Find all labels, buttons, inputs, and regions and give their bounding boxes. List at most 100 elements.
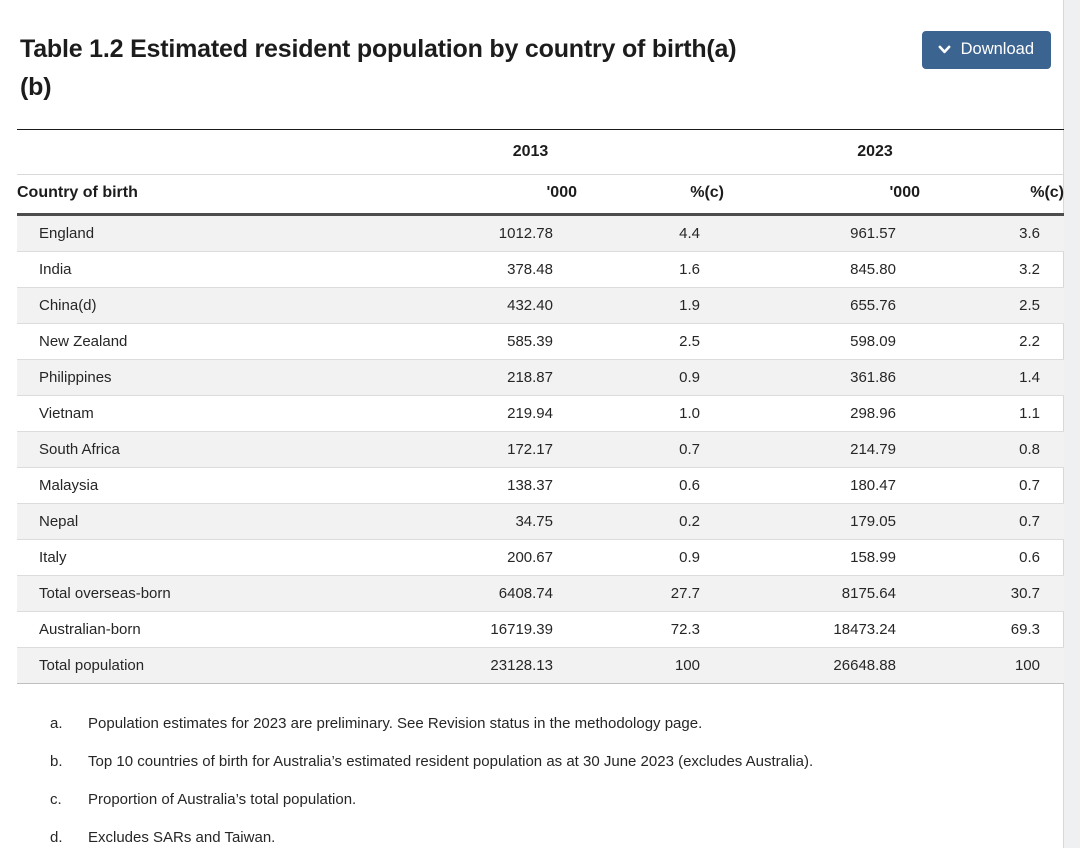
value-2013-000: 219.94: [337, 395, 577, 432]
value-2023-pct: 0.7: [920, 467, 1064, 504]
value-2023-pct: 1.4: [920, 359, 1064, 396]
value-2013-000: 432.40: [337, 287, 577, 324]
table-row: Philippines 218.87 0.9 361.86 1.4: [17, 359, 1064, 396]
table-row: India 378.48 1.6 845.80 3.2: [17, 251, 1064, 288]
value-2013-000: 6408.74: [337, 575, 577, 612]
value-2013-pct: 0.9: [577, 359, 724, 396]
value-2013-pct: 4.4: [577, 214, 724, 252]
footnote-c: c. Proportion of Australia’s total popul…: [50, 790, 1043, 810]
country-cell: Nepal: [17, 503, 337, 540]
value-2013-000: 23128.13: [337, 647, 577, 684]
value-2023-pct: 0.8: [920, 431, 1064, 468]
value-2013-000: 585.39: [337, 323, 577, 360]
value-2023-000: 8175.64: [724, 575, 920, 612]
value-2013-pct: 0.2: [577, 503, 724, 540]
value-2023-000: 298.96: [724, 395, 920, 432]
footnote-text: Excludes SARs and Taiwan.: [88, 829, 276, 846]
empty-header-cell: [17, 129, 337, 175]
value-2013-pct: 72.3: [577, 611, 724, 648]
value-2023-000: 214.79: [724, 431, 920, 468]
country-cell: Malaysia: [17, 467, 337, 504]
value-2013-pct: 1.9: [577, 287, 724, 324]
table-row: South Africa 172.17 0.7 214.79 0.8: [17, 431, 1064, 468]
value-2023-000: 845.80: [724, 251, 920, 288]
value-2013-pct: 1.0: [577, 395, 724, 432]
unit-header-2013-pct: %(c): [577, 174, 724, 216]
value-2013-pct: 100: [577, 647, 724, 684]
value-2013-pct: 2.5: [577, 323, 724, 360]
value-2013-000: 1012.78: [337, 214, 577, 252]
year-header-2013: 2013: [337, 129, 724, 175]
table-row: Malaysia 138.37 0.6 180.47 0.7: [17, 467, 1064, 504]
value-2013-pct: 27.7: [577, 575, 724, 612]
column-header-row: Country of birth '000 %(c) '000 %(c): [17, 174, 1064, 216]
value-2013-000: 16719.39: [337, 611, 577, 648]
footnote-text: Proportion of Australia’s total populati…: [88, 791, 357, 808]
value-2013-000: 34.75: [337, 503, 577, 540]
table-row: Nepal 34.75 0.2 179.05 0.7: [17, 503, 1064, 540]
table-head: 2013 2023 Country of birth '000 %(c) '00…: [17, 129, 1064, 216]
country-cell: South Africa: [17, 431, 337, 468]
value-2013-pct: 0.7: [577, 431, 724, 468]
table-row: England 1012.78 4.4 961.57 3.6: [17, 214, 1064, 252]
unit-header-2023-pct: %(c): [920, 174, 1064, 216]
value-2023-000: 26648.88: [724, 647, 920, 684]
value-2013-000: 218.87: [337, 359, 577, 396]
footnote-a: a. Population estimates for 2023 are pre…: [50, 714, 1043, 734]
value-2013-pct: 1.6: [577, 251, 724, 288]
value-2023-pct: 69.3: [920, 611, 1064, 648]
unit-header-2023-000: '000: [724, 174, 920, 216]
value-2023-pct: 2.5: [920, 287, 1064, 324]
value-2023-pct: 3.2: [920, 251, 1064, 288]
value-2023-000: 655.76: [724, 287, 920, 324]
value-2023-pct: 30.7: [920, 575, 1064, 612]
footnote-text: Population estimates for 2023 are prelim…: [88, 715, 703, 732]
chevron-down-icon: [937, 43, 952, 56]
value-2023-000: 180.47: [724, 467, 920, 504]
value-2023-000: 361.86: [724, 359, 920, 396]
value-2023-pct: 1.1: [920, 395, 1064, 432]
value-2023-000: 158.99: [724, 539, 920, 576]
table-body: England 1012.78 4.4 961.57 3.6 India 378…: [17, 214, 1064, 684]
country-cell: England: [17, 214, 337, 252]
footnote-marker: d.: [50, 829, 63, 846]
value-2013-pct: 0.6: [577, 467, 724, 504]
country-cell: India: [17, 251, 337, 288]
year-header-2023: 2023: [724, 129, 1064, 175]
table-row: Italy 200.67 0.9 158.99 0.6: [17, 539, 1064, 576]
country-cell: China(d): [17, 287, 337, 324]
country-of-birth-header: Country of birth: [17, 174, 337, 216]
footnotes: a. Population estimates for 2023 are pre…: [50, 714, 1043, 848]
footnote-b: b. Top 10 countries of birth for Austral…: [50, 752, 1043, 772]
footnote-marker: c.: [50, 791, 62, 808]
table-row: Total overseas-born 6408.74 27.7 8175.64…: [17, 575, 1064, 612]
country-cell: Italy: [17, 539, 337, 576]
table-row: New Zealand 585.39 2.5 598.09 2.2: [17, 323, 1064, 360]
download-button[interactable]: Download: [921, 31, 1051, 69]
country-cell: Vietnam: [17, 395, 337, 432]
population-table: 2013 2023 Country of birth '000 %(c) '00…: [17, 129, 1064, 684]
value-2023-pct: 100: [920, 647, 1064, 684]
unit-header-2013-000: '000: [337, 174, 577, 216]
year-header-row: 2013 2023: [17, 129, 1064, 175]
country-cell: New Zealand: [17, 323, 337, 360]
page-header: Table 1.2 Estimated resident population …: [0, 0, 1063, 106]
value-2013-000: 172.17: [337, 431, 577, 468]
value-2023-pct: 2.2: [920, 323, 1064, 360]
value-2013-000: 200.67: [337, 539, 577, 576]
page-title: Table 1.2 Estimated resident population …: [20, 30, 737, 106]
page-title-line1: Table 1.2 Estimated resident population …: [20, 35, 737, 63]
table-row: China(d) 432.40 1.9 655.76 2.5: [17, 287, 1064, 324]
footnote-marker: a.: [50, 715, 63, 732]
country-cell: Total overseas-born: [17, 575, 337, 612]
download-button-label: Download: [960, 40, 1034, 58]
table-row: Vietnam 219.94 1.0 298.96 1.1: [17, 395, 1064, 432]
value-2013-000: 378.48: [337, 251, 577, 288]
value-2023-pct: 0.6: [920, 539, 1064, 576]
value-2013-pct: 0.9: [577, 539, 724, 576]
country-cell: Philippines: [17, 359, 337, 396]
table-row: Australian-born 16719.39 72.3 18473.24 6…: [17, 611, 1064, 648]
table-row: Total population 23128.13 100 26648.88 1…: [17, 647, 1064, 684]
value-2023-000: 598.09: [724, 323, 920, 360]
